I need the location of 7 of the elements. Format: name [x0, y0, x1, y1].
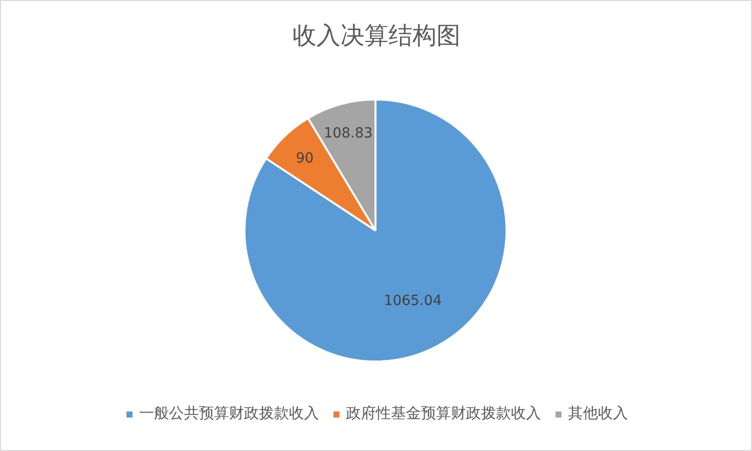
data-label: 90: [296, 150, 314, 166]
legend-label: 其他收入: [568, 404, 628, 423]
data-label: 108.83: [324, 126, 373, 142]
data-label: 1065.04: [384, 293, 442, 310]
legend-label: 政府性基金预算财政拨款收入: [346, 404, 541, 423]
chart-title: 收入决算结构图: [292, 22, 460, 50]
legend-label: 一般公共预算财政拨款收入: [139, 404, 319, 423]
